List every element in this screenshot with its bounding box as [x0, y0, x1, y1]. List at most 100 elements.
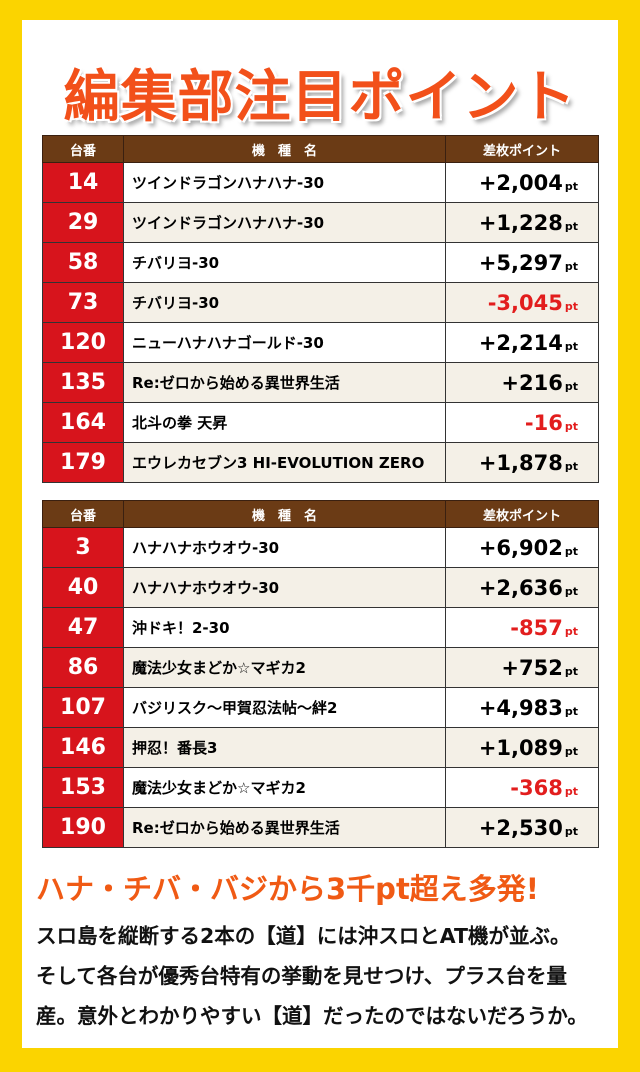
points-unit: pt	[564, 459, 578, 473]
machine-number: 73	[42, 282, 124, 323]
machine-number: 86	[42, 647, 124, 688]
points-unit: pt	[564, 544, 578, 558]
points-unit: pt	[564, 219, 578, 233]
points-table: 台番機 種 名差枚ポイント 14 ツインドラゴンハナハナ-30 +2,004 pt 29 ツ…	[42, 135, 599, 483]
machine-name: Re:ゼロから始める異世界生活	[123, 362, 446, 403]
points-value: +2,530	[478, 815, 563, 840]
points: +6,902 pt	[445, 527, 599, 568]
title: 編集部注目ポイント	[63, 65, 577, 130]
points: -368 pt	[445, 767, 599, 808]
machine-number: 120	[42, 322, 124, 363]
machine-number: 107	[42, 687, 124, 728]
points-value: -3,045	[487, 290, 563, 315]
machine-name: チバリヨ-30	[123, 282, 446, 323]
machine-name: 押忍！番長3	[123, 727, 446, 768]
row: 146 押忍！番長3 +1,089 pt	[42, 727, 599, 768]
points-value: +1,089	[478, 735, 563, 760]
machine-name: 北斗の拳 天昇	[123, 402, 446, 443]
row: 47 沖ドキ！2-30 -857 pt	[42, 607, 599, 648]
machine-number: 47	[42, 607, 124, 648]
header-row: 台番機 種 名差枚ポイント	[42, 135, 599, 163]
machine-number: 58	[42, 242, 124, 283]
row: 14 ツインドラゴンハナハナ-30 +2,004 pt	[42, 162, 599, 203]
row: 190 Re:ゼロから始める異世界生活 +2,530 pt	[42, 807, 599, 848]
points-value: -16	[524, 410, 563, 435]
points-value: -857	[510, 615, 563, 640]
row: 40 ハナハナホウオウ-30 +2,636 pt	[42, 567, 599, 608]
points-value: +2,636	[478, 575, 563, 600]
row: 3 ハナハナホウオウ-30 +6,902 pt	[42, 527, 599, 568]
machine-name: 沖ドキ！2-30	[123, 607, 446, 648]
header-cell: 機 種 名	[123, 135, 446, 163]
points-value: +2,004	[478, 170, 563, 195]
points-value: +752	[501, 655, 563, 680]
row: 164 北斗の拳 天昇 -16 pt	[42, 402, 599, 443]
row: 29 ツインドラゴンハナハナ-30 +1,228 pt	[42, 202, 599, 243]
points-value: +6,902	[478, 535, 563, 560]
points-value: +1,228	[478, 210, 563, 235]
points: +2,530 pt	[445, 807, 599, 848]
row: 153 魔法少女まどか☆マギカ2 -368 pt	[42, 767, 599, 808]
header-cell: 差枚ポイント	[445, 135, 599, 163]
points-value: +216	[501, 370, 563, 395]
machine-name: 魔法少女まどか☆マギカ2	[123, 647, 446, 688]
row: 107 バジリスク～甲賀忍法帖～絆2 +4,983 pt	[42, 687, 599, 728]
row: 86 魔法少女まどか☆マギカ2 +752 pt	[42, 647, 599, 688]
machine-name: ツインドラゴンハナハナ-30	[123, 202, 446, 243]
header-cell: 台番	[42, 500, 124, 528]
points-value: +1,878	[478, 450, 563, 475]
points-table: 台番機 種 名差枚ポイント 3 ハナハナホウオウ-30 +6,902 pt 40 ハナハナホ…	[42, 500, 599, 848]
machine-name: ハナハナホウオウ-30	[123, 527, 446, 568]
points-unit: pt	[564, 299, 578, 313]
machine-number: 146	[42, 727, 124, 768]
points-value: +2,214	[478, 330, 563, 355]
points: -857 pt	[445, 607, 599, 648]
header-row: 台番機 種 名差枚ポイント	[42, 500, 599, 528]
machine-name: バジリスク～甲賀忍法帖～絆2	[123, 687, 446, 728]
body-line: スロ島を縦断する2本の【道】には沖スロとAT機が並ぶ。	[36, 924, 571, 948]
machine-name: ニューハナハナゴールド-30	[123, 322, 446, 363]
points: +2,636 pt	[445, 567, 599, 608]
points-unit: pt	[564, 704, 578, 718]
points: +1,228 pt	[445, 202, 599, 243]
machine-name: Re:ゼロから始める異世界生活	[123, 807, 446, 848]
points-unit: pt	[564, 379, 578, 393]
machine-name: ツインドラゴンハナハナ-30	[123, 162, 446, 203]
machine-number: 14	[42, 162, 124, 203]
points-unit: pt	[564, 419, 578, 433]
machine-number: 179	[42, 442, 124, 483]
machine-name: 魔法少女まどか☆マギカ2	[123, 767, 446, 808]
points: +2,214 pt	[445, 322, 599, 363]
row: 58 チバリヨ-30 +5,297 pt	[42, 242, 599, 283]
body-line: そして各台が優秀台特有の挙動を見せつけ、プラス台を量	[36, 964, 567, 988]
points-unit: pt	[564, 259, 578, 273]
points: +752 pt	[445, 647, 599, 688]
machine-name: チバリヨ-30	[123, 242, 446, 283]
machine-number: 3	[42, 527, 124, 568]
row: 120 ニューハナハナゴールド-30 +2,214 pt	[42, 322, 599, 363]
header-cell: 差枚ポイント	[445, 500, 599, 528]
machine-number: 153	[42, 767, 124, 808]
header-cell: 台番	[42, 135, 124, 163]
points: +4,983 pt	[445, 687, 599, 728]
row: 135 Re:ゼロから始める異世界生活 +216 pt	[42, 362, 599, 403]
points-unit: pt	[564, 339, 578, 353]
machine-number: 135	[42, 362, 124, 403]
body-line: 産。意外とわかりやすい【道】だったのではないだろうか。	[36, 1004, 588, 1028]
points: +2,004 pt	[445, 162, 599, 203]
machine-name: エウレカセブン3 HI-EVOLUTION ZERO	[123, 442, 446, 483]
points-unit: pt	[564, 824, 578, 838]
points: +1,878 pt	[445, 442, 599, 483]
panel: 編集部注目ポイント 台番機 種 名差枚ポイント 14 ツインドラゴンハナハナ-30 +…	[22, 20, 618, 1048]
points-unit: pt	[564, 584, 578, 598]
points-unit: pt	[564, 624, 578, 638]
points-unit: pt	[564, 784, 578, 798]
points: -3,045 pt	[445, 282, 599, 323]
machine-number: 29	[42, 202, 124, 243]
subtitle: ハナ・チバ・バジから3千pt超え多発!	[36, 872, 540, 906]
machine-number: 40	[42, 567, 124, 608]
points: +216 pt	[445, 362, 599, 403]
points-value: -368	[510, 775, 563, 800]
points-unit: pt	[564, 179, 578, 193]
